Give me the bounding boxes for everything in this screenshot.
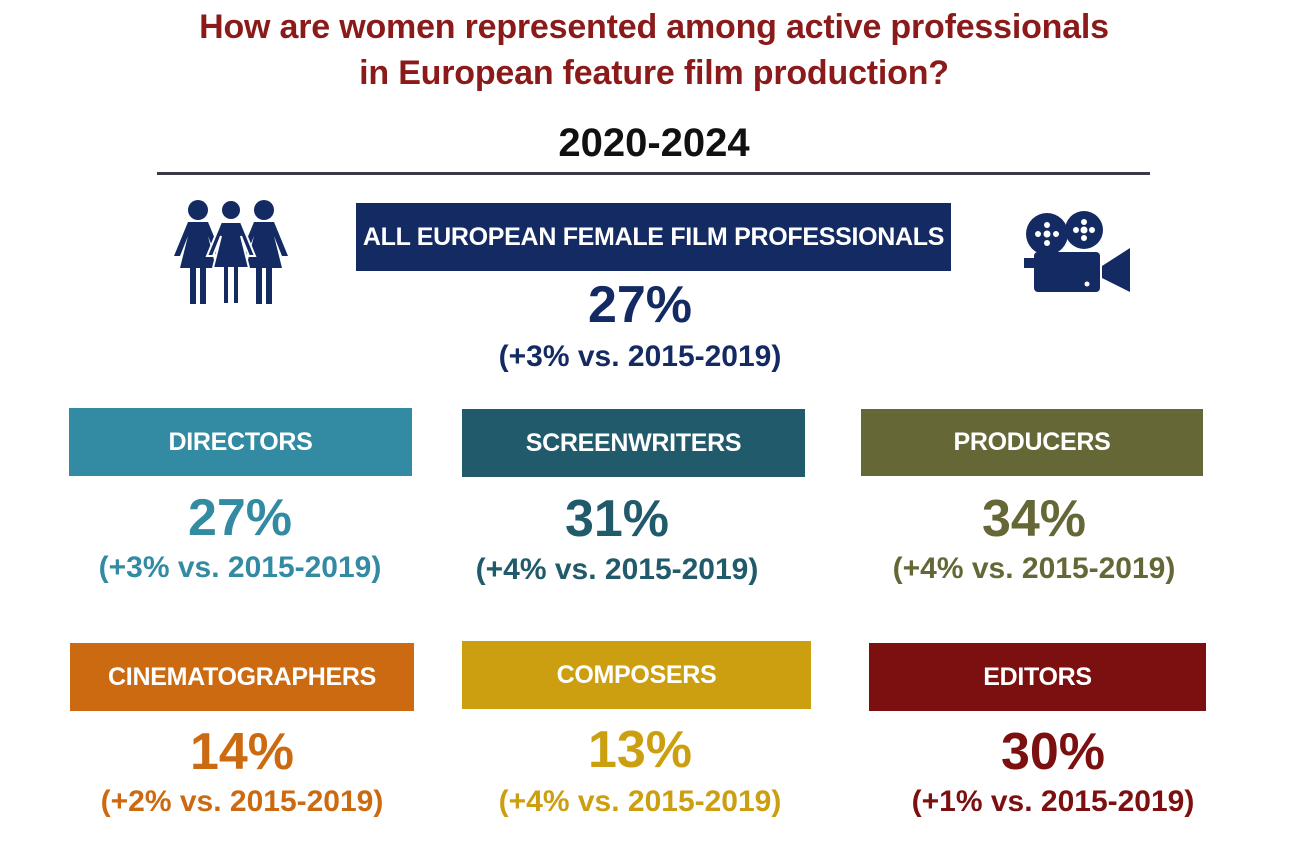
composers-change: (+4% vs. 2015-2019) — [498, 785, 782, 818]
screenwriters-change: (+4% vs. 2015-2019) — [475, 553, 759, 586]
all-professionals-percent: 27% — [587, 276, 693, 334]
editors-box: EDITORS — [869, 643, 1206, 711]
screenwriters-percent: 31% — [564, 490, 670, 548]
women-group-icon — [174, 199, 288, 304]
cinematographers-box: CINEMATOGRAPHERS — [70, 643, 414, 711]
producers-change: (+4% vs. 2015-2019) — [892, 552, 1176, 585]
divider — [157, 172, 1150, 175]
cinematographers-change: (+2% vs. 2015-2019) — [100, 785, 384, 818]
editors-change: (+1% vs. 2015-2019) — [911, 785, 1195, 818]
directors-change: (+3% vs. 2015-2019) — [98, 551, 382, 584]
composers-box: COMPOSERS — [462, 641, 811, 709]
all-professionals-change: (+3% vs. 2015-2019) — [498, 340, 782, 373]
period-label: 2020-2024 — [558, 121, 750, 165]
cinematographers-percent: 14% — [189, 723, 295, 781]
all-professionals-box: ALL EUROPEAN FEMALE FILM PROFESSIONALS — [356, 203, 951, 271]
page-title: How are women represented among active p… — [199, 8, 1109, 92]
screenwriters-box: SCREENWRITERS — [462, 409, 805, 477]
directors-box: DIRECTORS — [69, 408, 412, 476]
producers-percent: 34% — [981, 490, 1087, 548]
film-camera-icon — [1024, 211, 1130, 292]
producers-box: PRODUCERS — [861, 409, 1203, 476]
composers-percent: 13% — [587, 721, 693, 779]
editors-percent: 30% — [1000, 723, 1106, 781]
directors-percent: 27% — [187, 489, 293, 547]
